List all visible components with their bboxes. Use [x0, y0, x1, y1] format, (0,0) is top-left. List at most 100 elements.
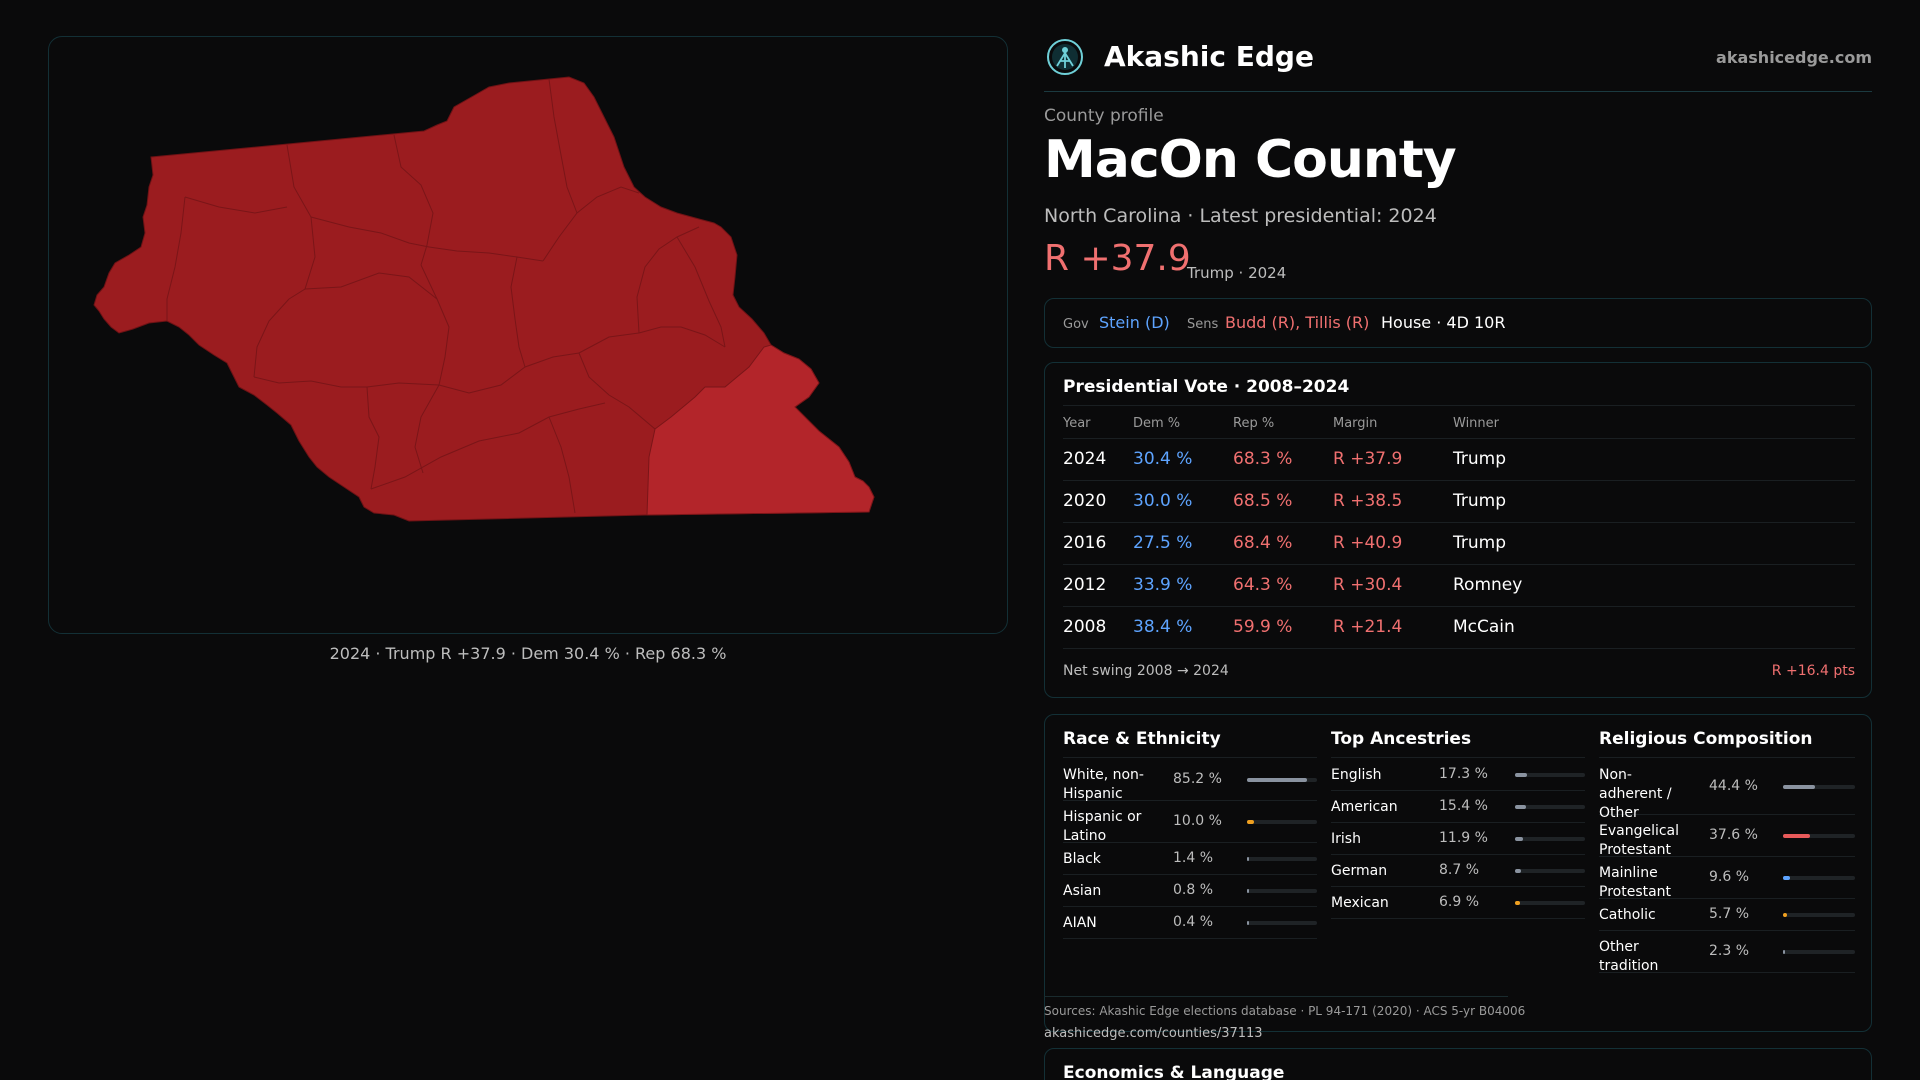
table-row: 2012 33.9 % 64.3 % R +30.4 Romney: [1063, 565, 1855, 607]
item-name: Non-adherent / Other: [1599, 767, 1672, 821]
item-bar-fill: [1247, 778, 1307, 782]
item-bar: [1515, 773, 1585, 777]
item-name: AIAN: [1063, 915, 1097, 931]
item-value: 0.8 %: [1173, 882, 1214, 898]
row-dem: 33.9 %: [1133, 575, 1193, 595]
list-item: Evangelical Protestant 37.6 %: [1599, 815, 1855, 858]
item-value: 2.3 %: [1709, 943, 1750, 959]
economics-card: Economics & Language: [1044, 1048, 1872, 1080]
precinct-highlight[interactable]: [646, 344, 875, 516]
race-title: Race & Ethnicity: [1063, 729, 1221, 749]
item-bar: [1247, 889, 1317, 893]
col-rep-header: Rep %: [1233, 416, 1275, 431]
list-item: German 8.7 %: [1331, 855, 1585, 887]
row-year: 2008: [1063, 617, 1107, 637]
row-winner: Romney: [1453, 575, 1523, 595]
list-item: English 17.3 %: [1331, 759, 1585, 791]
economics-title: Economics & Language: [1063, 1063, 1285, 1080]
headline-margin-note: Trump · 2024: [1187, 264, 1287, 282]
religion-column: Religious Composition Non-adherent / Oth…: [1599, 715, 1855, 1033]
item-value: 1.4 %: [1173, 850, 1214, 866]
row-rep: 68.3 %: [1233, 449, 1293, 469]
item-name: White, non-Hispanic: [1063, 767, 1144, 802]
net-swing-value: R +16.4 pts: [1771, 663, 1855, 679]
item-value: 9.6 %: [1709, 869, 1750, 885]
item-value: 37.6 %: [1709, 827, 1758, 843]
item-value: 0.4 %: [1173, 914, 1214, 930]
list-item: Other tradition 2.3 %: [1599, 931, 1855, 974]
col-margin-header: Margin: [1333, 416, 1378, 431]
item-bar-fill: [1247, 889, 1249, 893]
row-year: 2020: [1063, 491, 1107, 511]
item-name: Mexican: [1331, 895, 1389, 911]
list-item: Hispanic or Latino 10.0 %: [1063, 801, 1317, 844]
list-item: Mainline Protestant 9.6 %: [1599, 857, 1855, 900]
profile-column: Akashic Edge akashicedge.com County prof…: [1044, 0, 1872, 1080]
senators-value: Budd (R), Tillis (R): [1225, 313, 1370, 332]
precinct-boundaries: [166, 78, 726, 514]
item-bar-fill: [1783, 785, 1815, 789]
item-name: Asian: [1063, 883, 1102, 899]
governor-value: Stein (D): [1099, 313, 1170, 332]
row-dem: 30.0 %: [1133, 491, 1193, 511]
item-bar: [1247, 820, 1317, 824]
item-value: 15.4 %: [1439, 798, 1488, 814]
item-value: 8.7 %: [1439, 862, 1480, 878]
row-margin: R +30.4: [1333, 575, 1403, 595]
item-value: 10.0 %: [1173, 813, 1222, 829]
item-bar: [1783, 785, 1855, 789]
akashic-edge-logo-icon[interactable]: [1046, 38, 1084, 76]
col-winner-header: Winner: [1453, 416, 1500, 431]
row-margin: R +37.9: [1333, 449, 1403, 469]
sources-text: Sources: Akashic Edge elections database…: [1044, 1004, 1526, 1018]
profile-eyebrow: County profile: [1044, 106, 1164, 126]
sources-url-link[interactable]: akashicedge.com/counties/37113: [1044, 1026, 1263, 1041]
gov-label: Gov: [1063, 317, 1089, 332]
row-dem: 27.5 %: [1133, 533, 1193, 553]
item-name: Catholic: [1599, 907, 1656, 923]
house-value: House · 4D 10R: [1381, 313, 1506, 332]
sources-divider: [1044, 996, 1508, 997]
item-name: Evangelical Protestant: [1599, 823, 1680, 858]
list-item: Non-adherent / Other 44.4 %: [1599, 759, 1855, 821]
row-winner: Trump: [1453, 449, 1507, 469]
item-value: 17.3 %: [1439, 766, 1488, 782]
item-value: 11.9 %: [1439, 830, 1488, 846]
item-bar: [1783, 834, 1855, 838]
county-map-panel[interactable]: [48, 36, 1008, 634]
item-bar-fill: [1515, 837, 1524, 841]
list-item: Catholic 5.7 %: [1599, 899, 1855, 931]
row-rep: 59.9 %: [1233, 617, 1293, 637]
brand-name[interactable]: Akashic Edge: [1104, 40, 1314, 73]
presidential-vote-card: Presidential Vote · 2008–2024 Year Dem %…: [1044, 362, 1872, 698]
item-bar-fill: [1515, 869, 1522, 873]
item-bar: [1515, 901, 1585, 905]
row-margin: R +21.4: [1333, 617, 1403, 637]
item-bar: [1247, 921, 1317, 925]
item-value: 85.2 %: [1173, 771, 1222, 787]
item-bar-fill: [1783, 834, 1811, 838]
brand-url-link[interactable]: akashicedge.com: [1716, 48, 1872, 67]
item-bar-fill: [1515, 805, 1526, 809]
race-ethnicity-column: Race & Ethnicity White, non-Hispanic 85.2…: [1063, 715, 1317, 1033]
county-map[interactable]: [49, 37, 1008, 634]
item-bar: [1783, 950, 1855, 954]
item-name: English: [1331, 767, 1382, 783]
row-rep: 68.5 %: [1233, 491, 1293, 511]
item-value: 44.4 %: [1709, 778, 1758, 794]
item-bar-fill: [1783, 950, 1785, 954]
item-name: American: [1331, 799, 1398, 815]
item-name: Other tradition: [1599, 939, 1659, 974]
col-dem-header: Dem %: [1133, 416, 1181, 431]
item-name: Black: [1063, 851, 1101, 867]
row-margin: R +38.5: [1333, 491, 1403, 511]
county-subtitle: North Carolina · Latest presidential: 20…: [1044, 205, 1437, 227]
item-bar-fill: [1515, 901, 1520, 905]
item-bar-fill: [1247, 857, 1249, 861]
item-bar: [1515, 837, 1585, 841]
table-row: 2020 30.0 % 68.5 % R +38.5 Trump: [1063, 481, 1855, 523]
row-dem: 30.4 %: [1133, 449, 1193, 469]
item-bar: [1247, 778, 1317, 782]
net-swing-label: Net swing 2008 → 2024: [1063, 663, 1229, 679]
item-name: German: [1331, 863, 1388, 879]
